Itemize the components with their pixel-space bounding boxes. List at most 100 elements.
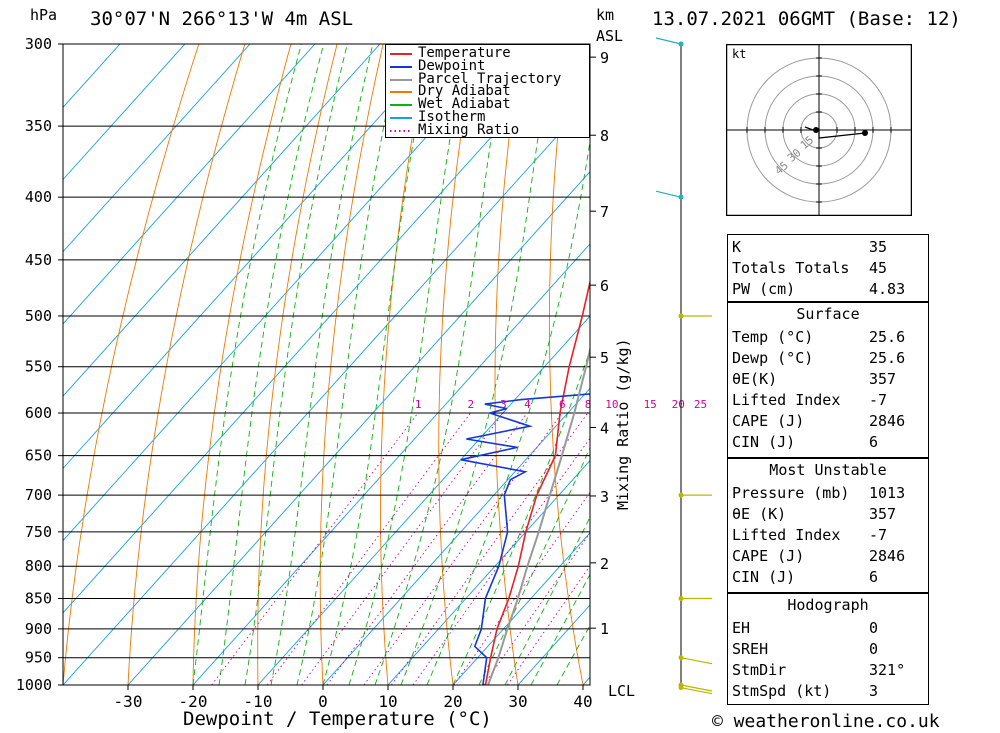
wind-barb-shaft xyxy=(655,37,682,45)
index-label: StmSpd (kt) xyxy=(732,681,832,700)
index-label: CIN (J) xyxy=(732,567,796,586)
wind-barb-shaft xyxy=(680,657,713,665)
hodograph-trace xyxy=(804,126,866,139)
index-label: Lifted Index xyxy=(732,525,841,544)
mixing-ratio-label: 25 xyxy=(694,398,707,411)
y-tick-label: 600 xyxy=(25,404,52,422)
legend-label: Temperature xyxy=(418,45,511,61)
mixing-ratio-label: 10 xyxy=(605,398,618,411)
surface-title: Surface xyxy=(796,305,860,323)
most-unstable-title: Most Unstable xyxy=(769,461,887,479)
datetime-label: 13.07.2021 06GMT (Base: 12) xyxy=(652,8,961,30)
wind-barb-shaft xyxy=(680,684,713,692)
hodograph-panel: Hodograph EH 0 SREH 0 StmDir 321° StmSpd (kt) 3 xyxy=(727,593,929,705)
wet-adiabat-line xyxy=(530,573,590,685)
y-tick-label: 900 xyxy=(25,620,52,638)
skew-t-diagram: 1 2 3 4 6 8 10 15 20 25 3003504004505005506006507… xyxy=(16,7,720,711)
index-row: θE (K) 357 xyxy=(728,503,928,524)
isotherm-line xyxy=(452,532,590,685)
isotherm-line xyxy=(625,7,720,711)
index-value: 0 xyxy=(869,639,879,658)
legend-item: Isotherm xyxy=(386,110,589,124)
index-label: CIN (J) xyxy=(732,432,796,451)
wet-adiabat-line xyxy=(504,516,590,685)
isotherm-line xyxy=(63,44,381,397)
plot-area xyxy=(63,44,590,685)
index-row: CIN (J) 6 xyxy=(728,566,928,587)
legend-label: Wet Adiabat xyxy=(418,96,511,113)
legend: Temperature Dewpoint Parcel Trajectory Dry … xyxy=(385,44,590,138)
index-row: CIN (J) 6 xyxy=(728,431,928,452)
index-row: EH 0 xyxy=(728,617,928,638)
legend-item: Wet Adiabat xyxy=(386,96,589,113)
km-tick-label: 4 xyxy=(600,419,609,437)
index-value: 3 xyxy=(869,681,879,700)
legend-label: Dry Adiabat xyxy=(418,83,511,100)
legend-item: Parcel Trajectory xyxy=(386,72,589,85)
km-tick-label: 2 xyxy=(600,555,609,573)
y-tick-label: 1000 xyxy=(16,676,52,694)
dewpoint-profile xyxy=(460,44,590,685)
x-tick-label: 10 xyxy=(378,692,397,711)
mixing-ratio-label: 2 xyxy=(468,398,475,411)
mixing-ratio-label: 3 xyxy=(500,398,507,411)
x-axis-label: Dewpoint / Temperature (°C) xyxy=(183,708,492,730)
index-row: Lifted Index -7 xyxy=(728,389,928,410)
mixing-ratio-line xyxy=(363,412,563,685)
index-label: K xyxy=(732,237,742,256)
km-tick-label: 8 xyxy=(600,127,609,145)
km-label: km xyxy=(596,6,615,24)
legend-label: Dewpoint xyxy=(418,57,486,74)
y-tick-label: 850 xyxy=(25,589,52,607)
copyright-link[interactable]: © weatheronline.co.uk xyxy=(712,711,940,732)
wind-barb-shaft xyxy=(680,687,713,695)
y-tick-label: 700 xyxy=(25,486,52,504)
index-row: CAPE (J) 2846 xyxy=(728,545,928,566)
index-row: Totals Totals 45 xyxy=(728,257,928,278)
mixing-ratio-line xyxy=(390,412,589,685)
index-value: 2846 xyxy=(869,546,906,565)
km-tick-label: 3 xyxy=(600,488,609,506)
dry-adiabat-line xyxy=(653,44,713,685)
index-row: StmSpd (kt) 3 xyxy=(728,680,928,701)
x-tick-label: -30 xyxy=(114,692,143,711)
temperature-profile xyxy=(484,278,590,685)
y-tick-label: 350 xyxy=(25,117,52,135)
mixing-ratio-line xyxy=(326,412,528,685)
mixing-ratio-label: 6 xyxy=(559,398,566,411)
parcel-trajectory-profile xyxy=(486,345,590,685)
most-unstable-panel: Most Unstable Pressure (mb) 1013 θE (K) 357… xyxy=(727,458,929,593)
x-tick-label: 0 xyxy=(318,692,328,711)
index-label: Totals Totals xyxy=(732,258,850,277)
index-row: θE(K) 357 xyxy=(728,368,928,389)
index-value: 321° xyxy=(869,660,906,679)
mixing-ratio-label: 8 xyxy=(585,398,592,411)
isotherm-line xyxy=(63,44,446,470)
isotherm-line xyxy=(192,243,590,685)
x-tick-label: 30 xyxy=(508,692,527,711)
index-value: 4.83 xyxy=(869,279,906,298)
index-row: Temp (°C) 25.6 xyxy=(728,326,928,347)
dry-adiabat-line xyxy=(703,44,720,685)
index-value: 25.6 xyxy=(869,348,906,367)
y-tick-label: 650 xyxy=(25,447,52,465)
legend-item: Mixing Ratio xyxy=(386,123,589,137)
index-label: Temp (°C) xyxy=(732,327,814,346)
hodograph-title: Hodograph xyxy=(787,596,869,614)
index-value: -7 xyxy=(869,525,888,544)
index-value: 6 xyxy=(869,567,879,586)
y-tick-label: 500 xyxy=(25,307,52,325)
general-indices-panel: K 35 Totals Totals 45 PW (cm) 4.83 xyxy=(727,234,929,302)
index-label: EH xyxy=(732,618,751,637)
index-row: CAPE (J) 2846 xyxy=(728,410,928,431)
location-title: 30°07'N 266°13'W 4m ASL xyxy=(90,8,354,30)
x-tick-label: -10 xyxy=(244,692,273,711)
mixing-ratio-label: 1 xyxy=(415,398,422,411)
index-label: Lifted Index xyxy=(732,390,841,409)
asl-label: ASL xyxy=(596,27,624,45)
index-label: Pressure (mb) xyxy=(732,483,850,502)
mixing-ratio-label: 15 xyxy=(644,398,657,411)
isotherm-line xyxy=(63,44,186,181)
y-tick-label: 450 xyxy=(25,251,52,269)
